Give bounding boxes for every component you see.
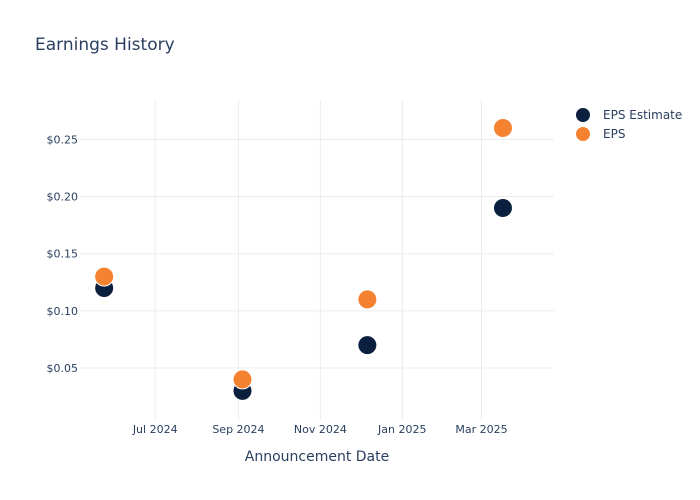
legend: EPS Estimate EPS (575, 107, 682, 142)
eps-point[interactable] (492, 118, 513, 138)
legend-marker (575, 126, 591, 142)
y-tick-label: $0.25 (47, 133, 79, 146)
x-tick-label: Nov 2024 (294, 423, 347, 436)
eps-estimate-point[interactable] (357, 335, 378, 356)
y-tick-label: $0.20 (47, 191, 79, 204)
x-tick-label: Jul 2024 (132, 423, 178, 436)
x-tick-label: Mar 2025 (455, 423, 507, 436)
data-points (94, 118, 513, 401)
chart-grid (80, 100, 554, 420)
eps-point[interactable] (357, 289, 378, 310)
legend-marker (575, 107, 591, 123)
x-tick-label: Jan 2025 (377, 423, 426, 436)
y-tick-label: $0.15 (47, 248, 79, 261)
eps-point[interactable] (94, 266, 115, 287)
y-tick-label: $0.10 (47, 305, 79, 318)
y-tick-label: $0.05 (47, 362, 79, 375)
chart-title: Earnings History (35, 35, 175, 55)
x-axis-ticks: Jul 2024 Sep 2024 Nov 2024 Jan 2025 Mar 2025 (132, 423, 508, 436)
legend-label: EPS Estimate (603, 108, 682, 122)
legend-label: EPS (603, 127, 625, 141)
y-axis-ticks: $0.05 $0.10 $0.15 $0.20 $0.25 (47, 133, 79, 375)
x-tick-label: Sep 2024 (212, 423, 264, 436)
eps-point[interactable] (232, 369, 253, 390)
eps-estimate-point[interactable] (492, 198, 513, 218)
x-axis-title: Announcement Date (245, 449, 389, 465)
